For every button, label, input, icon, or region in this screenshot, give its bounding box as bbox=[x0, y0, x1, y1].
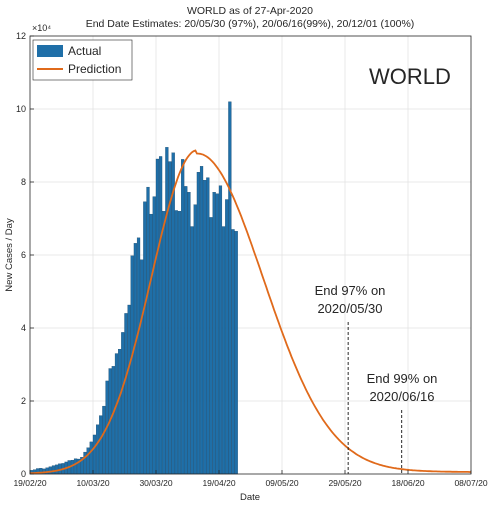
bar-actual bbox=[89, 441, 93, 475]
legend: Actual Prediction bbox=[32, 39, 133, 81]
annotation-label-line2: 2020/06/16 bbox=[369, 389, 434, 404]
bar-actual bbox=[152, 196, 156, 475]
bar-actual bbox=[143, 201, 147, 475]
chart-title: WORLD as of 27-Apr-2020 bbox=[187, 5, 313, 17]
legend-actual-label: Actual bbox=[68, 44, 101, 58]
bar-actual bbox=[171, 152, 175, 475]
y-tick-label: 6 bbox=[21, 250, 26, 260]
y-axis-ticks: 0 2 4 6 8 10 12 bbox=[16, 31, 34, 479]
line-series-prediction bbox=[29, 149, 471, 475]
bar-actual bbox=[99, 415, 103, 475]
region-label: WORLD bbox=[369, 64, 451, 89]
bar-actual bbox=[218, 185, 223, 475]
bar-actual bbox=[133, 243, 137, 475]
bar-actual bbox=[55, 464, 59, 475]
bar-series-actual bbox=[29, 101, 238, 475]
bar-actual bbox=[199, 166, 204, 475]
bar-actual bbox=[174, 210, 178, 475]
bar-actual bbox=[70, 459, 74, 475]
annotation-layer: End 97% on 2020/05/30 End 99% on 2020/06/16 bbox=[315, 283, 438, 474]
x-axis-label: Date bbox=[240, 492, 260, 503]
bar-actual bbox=[121, 332, 125, 475]
bar-actual bbox=[190, 226, 194, 475]
bar-actual bbox=[114, 353, 119, 475]
y-multiplier-label: ×10⁴ bbox=[32, 23, 51, 33]
annotation-label-line1: End 97% on bbox=[315, 283, 386, 298]
bar-actual bbox=[140, 259, 144, 475]
bar-actual bbox=[187, 192, 191, 475]
bar-actual bbox=[96, 424, 100, 475]
bar-actual bbox=[86, 447, 90, 475]
bar-actual bbox=[206, 177, 210, 475]
bar-actual bbox=[228, 101, 232, 475]
bar-actual bbox=[196, 171, 200, 475]
bar-actual bbox=[209, 217, 213, 475]
bar-actual bbox=[203, 180, 207, 475]
bar-actual bbox=[51, 465, 56, 475]
bar-actual bbox=[165, 147, 169, 475]
bar-actual bbox=[127, 304, 131, 475]
bar-actual bbox=[118, 349, 122, 475]
bar-actual bbox=[225, 199, 229, 475]
x-tick-label: 10/03/20 bbox=[76, 478, 109, 488]
prediction-curve bbox=[29, 149, 471, 475]
bar-actual bbox=[45, 467, 49, 475]
bar-actual bbox=[215, 193, 219, 475]
y-tick-label: 8 bbox=[21, 177, 26, 187]
bar-actual bbox=[177, 211, 182, 475]
y-tick-label: 10 bbox=[16, 104, 26, 114]
y-tick-label: 2 bbox=[21, 396, 26, 406]
x-tick-label: 29/05/20 bbox=[328, 478, 361, 488]
bar-actual bbox=[48, 466, 52, 475]
x-tick-label: 30/03/20 bbox=[139, 478, 172, 488]
grid-layer bbox=[30, 36, 471, 474]
bar-actual bbox=[155, 158, 160, 475]
x-tick-label: 08/07/20 bbox=[454, 478, 487, 488]
bar-actual bbox=[221, 226, 226, 475]
annotation-label-line2: 2020/05/30 bbox=[317, 301, 382, 316]
bar-actual bbox=[181, 159, 185, 475]
x-tick-label: 09/05/20 bbox=[265, 478, 298, 488]
bar-actual bbox=[193, 204, 197, 475]
bar-actual bbox=[111, 366, 115, 475]
y-axis-label: New Cases / Day bbox=[4, 218, 15, 292]
bar-actual bbox=[146, 186, 150, 475]
bar-actual bbox=[124, 313, 128, 475]
chart-subtitle: End Date Estimates: 20/05/30 (97%), 20/0… bbox=[86, 18, 415, 30]
x-tick-label: 18/06/20 bbox=[391, 478, 424, 488]
bar-actual bbox=[73, 458, 78, 475]
bar-actual bbox=[149, 213, 153, 475]
x-tick-label: 19/04/20 bbox=[202, 478, 235, 488]
bar-actual bbox=[130, 255, 134, 475]
bar-actual bbox=[136, 237, 141, 475]
y-tick-label: 4 bbox=[21, 323, 26, 333]
bar-actual bbox=[92, 434, 97, 475]
bar-actual bbox=[231, 229, 235, 475]
annotation-label-line1: End 99% on bbox=[367, 371, 438, 386]
bar-actual bbox=[162, 211, 166, 475]
bar-actual bbox=[184, 186, 188, 475]
legend-prediction-label: Prediction bbox=[68, 62, 121, 76]
bar-actual bbox=[102, 405, 106, 475]
legend-actual-swatch bbox=[37, 45, 63, 57]
bar-actual bbox=[234, 231, 238, 475]
bar-actual bbox=[212, 192, 216, 475]
y-tick-label: 0 bbox=[21, 469, 26, 479]
y-tick-label: 12 bbox=[16, 31, 26, 41]
bar-actual bbox=[158, 156, 163, 475]
x-tick-label: 19/02/20 bbox=[13, 478, 46, 488]
x-axis-ticks: 19/02/20 10/03/20 30/03/20 19/04/20 09/05/20… bbox=[13, 470, 488, 488]
